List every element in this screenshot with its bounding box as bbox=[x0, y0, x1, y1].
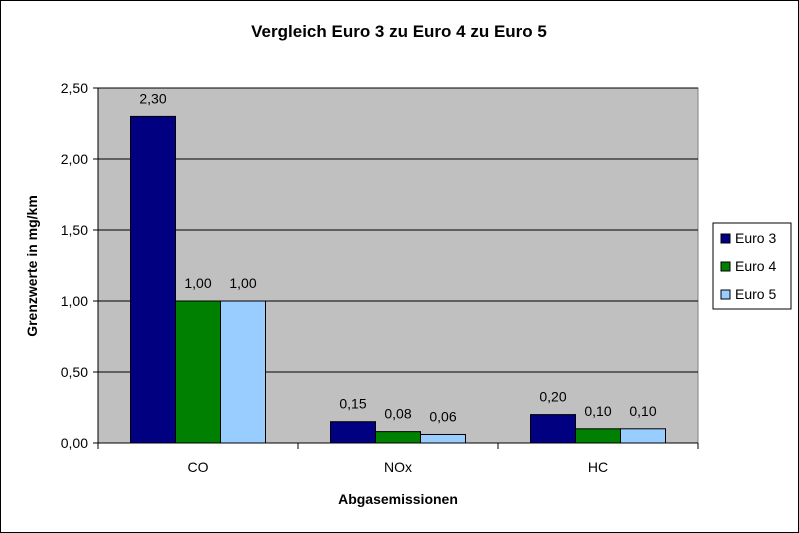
legend-swatch-euro-3 bbox=[720, 233, 731, 244]
bar-euro-4-hc bbox=[575, 428, 621, 444]
y-tick-label: 0,50 bbox=[61, 364, 88, 380]
data-label: 0,10 bbox=[629, 403, 656, 419]
y-tick-label: 0,00 bbox=[61, 435, 88, 451]
x-tick-labels: CO NOx HC bbox=[188, 459, 609, 475]
y-tick-label: 2,00 bbox=[61, 151, 88, 167]
axes bbox=[93, 87, 699, 449]
data-label: 0,06 bbox=[429, 408, 456, 424]
x-tick-label: NOx bbox=[384, 459, 412, 475]
legend: Euro 3 Euro 4 Euro 5 bbox=[712, 222, 792, 310]
bar-euro-3-hc bbox=[530, 414, 576, 444]
legend-label: Euro 3 bbox=[735, 230, 776, 246]
bar-euro-4-nox bbox=[375, 431, 421, 444]
bar-euro-3-co bbox=[130, 115, 176, 444]
bars bbox=[130, 115, 666, 444]
legend-label: Euro 4 bbox=[735, 258, 776, 274]
data-label: 2,30 bbox=[139, 90, 166, 106]
data-labels: 2,30 1,00 1,00 0,15 0,08 0,06 0,20 0,10 0,10 bbox=[139, 90, 656, 424]
bar-euro-5-nox bbox=[420, 433, 466, 444]
legend-swatch-euro-4 bbox=[720, 261, 731, 272]
x-tick-label: HC bbox=[588, 459, 608, 475]
x-axis-title: Abgasemissionen bbox=[338, 491, 458, 507]
legend-swatch-euro-5 bbox=[720, 289, 731, 300]
data-label: 0,15 bbox=[339, 396, 366, 412]
data-label: 1,00 bbox=[229, 275, 256, 291]
data-label: 0,10 bbox=[584, 403, 611, 419]
data-label: 1,00 bbox=[184, 275, 211, 291]
bar-euro-5-hc bbox=[620, 428, 666, 444]
y-axis-title: Grenzwerte in mg/km bbox=[24, 195, 40, 337]
y-tick-labels: 0,00 0,50 1,00 1,50 2,00 2,50 bbox=[61, 80, 88, 451]
bar-euro-4-co bbox=[175, 300, 221, 444]
data-label: 0,20 bbox=[539, 389, 566, 405]
y-tick-label: 1,00 bbox=[61, 293, 88, 309]
x-tick-label: CO bbox=[188, 459, 209, 475]
bar-euro-3-nox bbox=[330, 421, 376, 444]
legend-label: Euro 5 bbox=[735, 286, 776, 302]
data-label: 0,08 bbox=[384, 406, 411, 422]
chart-title: Vergleich Euro 3 zu Euro 4 zu Euro 5 bbox=[251, 22, 547, 41]
bar-euro-5-co bbox=[220, 300, 266, 444]
y-tick-label: 1,50 bbox=[61, 222, 88, 238]
y-tick-label: 2,50 bbox=[61, 80, 88, 96]
